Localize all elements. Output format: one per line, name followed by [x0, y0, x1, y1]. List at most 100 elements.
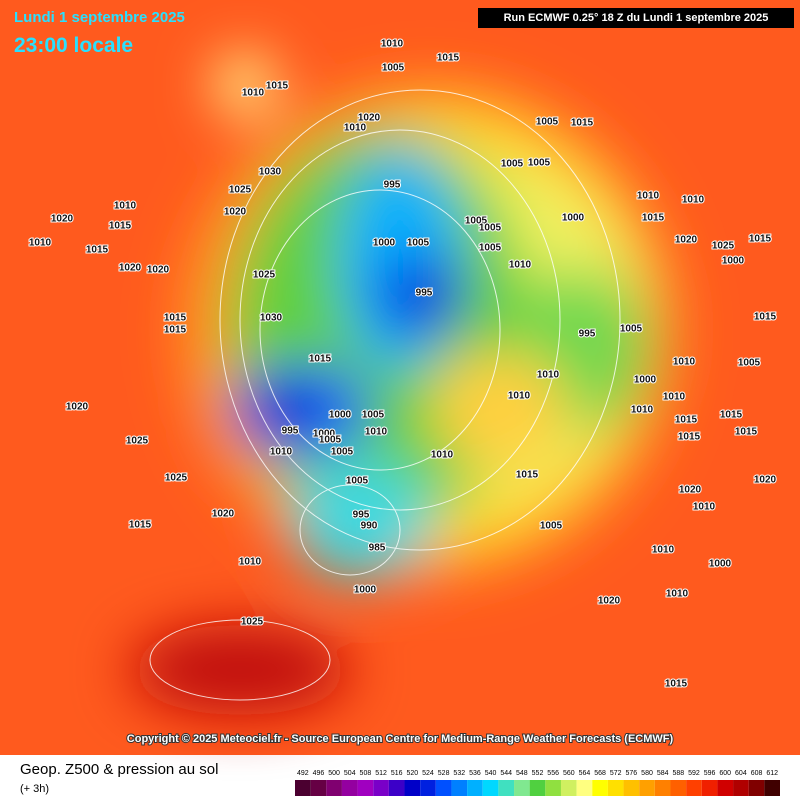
copyright: Copyright © 2025 Meteociel.fr - Source E…	[127, 733, 674, 745]
pressure-label: 1020	[358, 113, 381, 124]
pressure-label: 1005	[540, 521, 563, 532]
pressure-label: 1000	[313, 429, 336, 440]
colorbar-label: 540	[485, 770, 497, 777]
pressure-label: 1010	[29, 238, 52, 249]
pressure-label: 1015	[164, 313, 187, 324]
colorbar-label: 576	[626, 770, 638, 777]
colorbar: 492 496 500 504 508 512 516 520 524 528 532 536 540 5…	[295, 770, 780, 796]
pressure-label: 1005	[536, 117, 559, 128]
colorbar-swatch	[529, 780, 546, 796]
pressure-label: 1000	[562, 213, 585, 224]
pressure-label: 1000	[329, 410, 352, 421]
colorbar-label: 552	[532, 770, 544, 777]
colorbar-swatch	[420, 780, 436, 796]
pressure-label: 1010	[682, 195, 705, 206]
pressure-label: 1020	[679, 485, 702, 496]
colorbar-label: 556	[547, 770, 559, 777]
pressure-label: 1005	[465, 216, 488, 227]
pressure-label: 1020	[675, 235, 698, 246]
colorbar-swatch	[654, 780, 671, 796]
colorbar-label: 584	[657, 770, 669, 777]
pressure-label: 1025	[241, 617, 264, 628]
run-info: Run ECMWF 0.25° 18 Z du Lundi 1 septembr…	[504, 12, 769, 24]
colorbar-swatch	[560, 780, 577, 796]
colorbar-label: 580	[641, 770, 653, 777]
pressure-label: 1010	[365, 427, 388, 438]
pressure-label: 1020	[754, 475, 777, 486]
colorbar-label: 512	[375, 770, 387, 777]
run-box	[478, 8, 794, 28]
pressure-label: 1025	[253, 270, 276, 281]
pressure-label: 1015	[749, 234, 772, 245]
pressure-label: 1015	[642, 213, 665, 224]
pressure-label: 1015	[109, 221, 132, 232]
pressure-label: 1010	[381, 39, 404, 50]
pressure-label: 1000	[709, 559, 732, 570]
pressure-label: 1020	[66, 402, 89, 413]
colorbar-swatch	[592, 780, 608, 796]
pressure-label: 1005	[331, 447, 354, 458]
pressure-label: 990	[361, 521, 378, 532]
pressure-label: 1010	[637, 191, 660, 202]
pressure-label: 1015	[164, 325, 187, 336]
pressure-label: 1010	[508, 391, 531, 402]
pressure-label: 1005	[479, 223, 502, 234]
pressure-label: 1015	[720, 410, 743, 421]
pressure-labels: 1010 1005 1015 1010 1015 1030 1025 1020 1020 1010…	[28, 38, 778, 691]
colorbar-label: 600	[719, 770, 731, 777]
colorbar-swatch	[498, 780, 515, 796]
pressure-label: 1030	[259, 167, 282, 178]
pressure-label: 1005	[528, 158, 551, 169]
legend-subtitle: (+ 3h)	[20, 783, 49, 795]
colorbar-label: 524	[422, 770, 434, 777]
pressure-label: 1025	[712, 241, 735, 252]
pressure-label: 1010	[239, 557, 262, 568]
colorbar-swatch	[310, 780, 327, 796]
pressure-label: 1020	[212, 509, 235, 520]
colorbar-swatch	[670, 780, 687, 796]
colorbar-label: 568	[594, 770, 606, 777]
pressure-label: 985	[369, 543, 386, 554]
pressure-label: 1010	[509, 260, 532, 271]
pressure-label: 1005	[620, 324, 643, 335]
colorbar-swatch	[295, 780, 311, 796]
colorbar-swatch	[717, 780, 734, 796]
pressure-label: 1015	[437, 53, 460, 64]
colorbar-swatch	[686, 780, 702, 796]
pressure-label: 1010	[431, 450, 454, 461]
colorbar-swatch	[357, 780, 374, 796]
pressure-label: 995	[416, 288, 433, 299]
colorbar-swatch	[623, 780, 640, 796]
pressure-label: 1010	[114, 201, 137, 212]
colorbar-swatch	[701, 780, 718, 796]
pressure-label: 1005	[479, 243, 502, 254]
pressure-label: 1010	[631, 405, 654, 416]
colorbar-label: 592	[688, 770, 700, 777]
colorbar-swatch	[733, 780, 749, 796]
pressure-label: 1015	[571, 118, 594, 129]
colorbar-swatch	[514, 780, 530, 796]
colorbar-swatch	[341, 780, 358, 796]
pressure-label: 1020	[51, 214, 74, 225]
colorbar-swatch	[404, 780, 421, 796]
colorbar-swatch	[545, 780, 561, 796]
pressure-label: 1025	[229, 185, 252, 196]
pressure-label: 1015	[309, 354, 332, 365]
colorbar-swatch	[482, 780, 499, 796]
colorbar-swatch	[326, 780, 342, 796]
pressure-label: 1015	[86, 245, 109, 256]
colorbar-swatch	[639, 780, 655, 796]
colorbar-label: 516	[391, 770, 403, 777]
pressure-label: 1000	[373, 238, 396, 249]
date: Lundi 1 septembre 2025	[14, 9, 185, 26]
time: 23:00 locale	[14, 34, 133, 57]
colorbar-swatch	[451, 780, 468, 796]
colorbar-label: 492	[297, 770, 309, 777]
colorbar-label: 532	[453, 770, 465, 777]
pressure-label: 1010	[270, 447, 293, 458]
pressure-label: 995	[384, 180, 401, 191]
colorbar-label: 544	[500, 770, 512, 777]
pressure-label: 1010	[666, 589, 689, 600]
colorbar-label: 500	[328, 770, 340, 777]
